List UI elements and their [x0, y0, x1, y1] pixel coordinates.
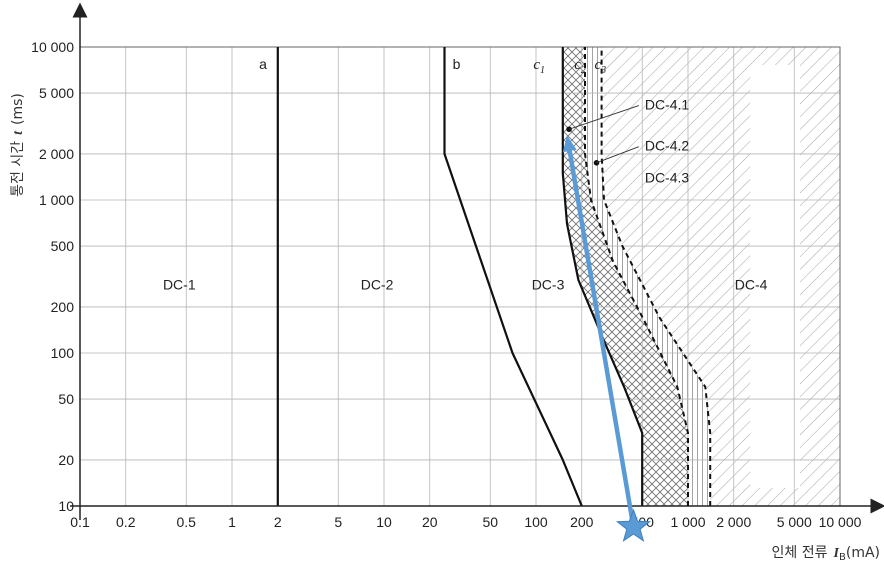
annotation-label: DC-4.1: [645, 97, 690, 113]
x-tick-label: 1 000: [670, 514, 705, 530]
y-tick-label: 10: [58, 498, 74, 514]
x-tick-label: 1: [228, 514, 236, 530]
region-c2-c3: [585, 47, 711, 506]
y-tick-label: 10 000: [31, 39, 74, 55]
overlay-star-icon: [615, 508, 651, 542]
curve-b: [443, 47, 583, 507]
x-tick-label: 200: [570, 514, 594, 530]
x-tick-label: 10: [376, 514, 392, 530]
annotation-label: DC-4.3: [645, 170, 690, 186]
zone-label-dc-3: DC-3: [532, 277, 565, 293]
x-tick-label: 10 000: [819, 514, 862, 530]
curve-label-c3: c3: [594, 57, 606, 76]
x-tick-label: 5: [334, 514, 342, 530]
annotations: DC-4.1 DC-4.2 DC-4.3: [566, 97, 689, 186]
y-tick-label: 200: [51, 299, 75, 315]
curve-label-b: b: [453, 56, 461, 72]
curve-c1: [561, 47, 644, 506]
y-tick-label: 500: [51, 238, 75, 254]
x-tick-label: 50: [482, 514, 498, 530]
x-tick-label: 5 000: [777, 514, 812, 530]
x-axis-title: 인체 전류 IB(mA): [772, 545, 880, 562]
y-tick-label: 100: [51, 345, 75, 361]
y-tick-label: 5 000: [39, 85, 74, 101]
annotation-label: DC-4.2: [645, 138, 690, 154]
y-tick-label: 2 000: [39, 146, 74, 162]
zone-label-dc-1: DC-1: [163, 277, 196, 293]
curve-label-c1: c1: [533, 57, 545, 76]
y-tick-label: 1 000: [39, 192, 74, 208]
shaded-regions: [562, 47, 840, 506]
axes: [70, 2, 884, 520]
x-tick-label: 2 000: [716, 514, 751, 530]
zone-label-dc-4: DC-4: [735, 277, 768, 293]
x-tick-label: 2: [274, 514, 282, 530]
curve-labels: a b c1 c2 c3: [259, 56, 606, 76]
region-dc4-inner: [750, 65, 800, 488]
tick-labels: 0.1 0.2 0.5 1 2 5 10 20 50 100 200 500 1 000 2 000 5 0…: [31, 39, 861, 530]
y-tick-label: 50: [58, 391, 74, 407]
curves: [276, 47, 712, 507]
y-tick-label: 20: [58, 452, 74, 468]
curve-c2: [584, 47, 689, 506]
annotation-leader: [596, 146, 639, 164]
y-axis-title: 통전 시간t(ms): [10, 93, 26, 197]
curve-label-c2: c2: [574, 57, 586, 76]
x-tick-label: 0.1: [70, 514, 90, 530]
zone-labels: DC-1 DC-2 DC-3 DC-4: [163, 277, 768, 293]
overlay-arrow-shaft: [567, 148, 636, 530]
curve-c3: [600, 47, 712, 506]
region-c1-c2: [562, 47, 688, 506]
x-tick-label: 100: [524, 514, 548, 530]
overlay-arrow-head: [562, 135, 577, 153]
annotation-leader: [568, 105, 639, 130]
curve-label-a: a: [259, 56, 267, 72]
zone-label-dc-2: DC-2: [361, 277, 394, 293]
x-tick-label: 0.5: [177, 514, 197, 530]
overlay: [562, 135, 651, 542]
x-tick-label: 20: [422, 514, 438, 530]
x-tick-label: 0.2: [116, 514, 136, 530]
